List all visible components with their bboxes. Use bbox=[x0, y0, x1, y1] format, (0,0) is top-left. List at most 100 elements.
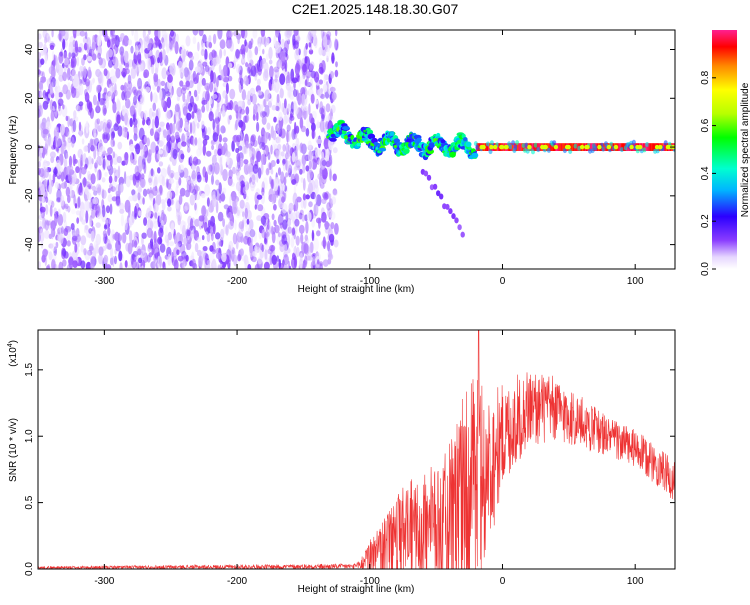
spectrogram-cell bbox=[63, 251, 69, 259]
spectrogram-cell bbox=[260, 215, 267, 225]
spectrogram-cell bbox=[128, 215, 135, 226]
colorbar-tick-label: 0.2 bbox=[700, 214, 711, 228]
spectrogram-cell bbox=[478, 143, 481, 151]
spectrogram-cell bbox=[227, 75, 233, 82]
spectrogram-cell bbox=[286, 130, 289, 143]
spectrogram-cell bbox=[667, 144, 672, 150]
spectrogram-cell bbox=[240, 30, 245, 39]
spectrogram-cell bbox=[218, 195, 222, 204]
spectrogram-cell bbox=[47, 264, 51, 269]
spectrogram-cell bbox=[144, 135, 148, 144]
spectrogram-cell bbox=[296, 196, 302, 203]
spectrogram-cell bbox=[327, 240, 331, 252]
y-tick-label: 0.5 bbox=[24, 495, 35, 509]
spectrogram-cell bbox=[170, 222, 175, 235]
spectrogram-cell bbox=[488, 149, 493, 155]
spectrogram-cell bbox=[623, 143, 625, 151]
spectrogram-cell bbox=[111, 37, 117, 44]
spectrogram-cell bbox=[319, 175, 322, 187]
spectrogram-cell bbox=[457, 224, 462, 231]
spectrogram-cell bbox=[256, 78, 261, 86]
spectrogram-cell bbox=[265, 168, 270, 176]
spectrogram-cells bbox=[38, 30, 675, 269]
spectrogram-cell bbox=[274, 68, 280, 79]
spectrogram-cell bbox=[82, 66, 87, 79]
spectrogram-cell bbox=[222, 218, 226, 228]
spectrogram-cell bbox=[228, 263, 231, 269]
spectrogram-cell bbox=[304, 79, 308, 86]
spectrogram-cell bbox=[296, 246, 300, 257]
spectrogram-cell bbox=[203, 221, 208, 232]
spectrogram-cell bbox=[115, 190, 120, 197]
spectrogram-cell bbox=[334, 38, 339, 51]
spectrogram-cell bbox=[287, 248, 291, 254]
spectrogram-cell bbox=[465, 141, 472, 148]
spectrogram-cell bbox=[310, 241, 314, 253]
spectrogram-cell bbox=[323, 73, 326, 84]
spectrogram-cell bbox=[215, 232, 221, 240]
spectrogram-cell bbox=[199, 145, 202, 155]
spectrogram-cell bbox=[196, 122, 200, 129]
spectrogram-cell bbox=[282, 144, 287, 152]
spectrogram-cell bbox=[129, 105, 136, 115]
spectrogram-cell bbox=[236, 209, 240, 217]
spectrogram-cell bbox=[237, 145, 243, 151]
spectrogram-cell bbox=[281, 234, 288, 245]
spectrogram-cell bbox=[50, 77, 57, 88]
spectrogram-cell bbox=[287, 226, 292, 234]
spectrogram-cell bbox=[134, 213, 138, 220]
spectrogram-cell bbox=[316, 138, 323, 144]
spectrogram-cell bbox=[297, 36, 301, 42]
spectrogram-cell bbox=[99, 146, 106, 152]
x-tick-label: 100 bbox=[627, 276, 644, 287]
spectrogram-cell bbox=[222, 64, 228, 77]
spectrogram-cell bbox=[174, 131, 180, 139]
spectrogram-cell bbox=[175, 111, 180, 123]
spectrogram-cell bbox=[137, 191, 141, 201]
spectrogram-cell bbox=[245, 106, 250, 116]
spectrogram-cell bbox=[129, 117, 133, 128]
spectrogram-cell bbox=[519, 143, 522, 151]
spectrogram-cell bbox=[86, 192, 92, 201]
spectrogram-cell bbox=[57, 98, 64, 107]
spectrogram-cell bbox=[299, 168, 303, 175]
spectrogram-cell bbox=[53, 246, 57, 257]
spectrogram-cell bbox=[166, 238, 170, 247]
spectrogram-cell bbox=[56, 60, 61, 70]
spectrogram-cell bbox=[142, 30, 146, 39]
spectrogram-cell bbox=[271, 254, 277, 265]
spectrogram-cell bbox=[192, 70, 197, 82]
spectrogram-cell bbox=[182, 50, 186, 62]
spectrogram-cell bbox=[87, 142, 91, 154]
spectrogram-cell bbox=[72, 153, 76, 167]
spectrogram-cell bbox=[215, 252, 222, 260]
spectrogram-cell bbox=[515, 140, 520, 146]
spectrogram-cell bbox=[206, 197, 210, 207]
spectrogram-cell bbox=[295, 235, 300, 246]
spectrogram-cell bbox=[89, 46, 92, 58]
spectrogram-cell bbox=[210, 70, 214, 83]
spectrogram-cell bbox=[175, 201, 180, 210]
spectrogram-cell bbox=[134, 165, 140, 177]
spectrogram-cell bbox=[268, 46, 273, 60]
spectrogram-cell bbox=[329, 168, 332, 181]
spectrogram-cell bbox=[84, 185, 89, 195]
spectrogram-cell bbox=[629, 144, 634, 150]
spectrogram-cell bbox=[171, 251, 174, 263]
colorbar-label: Normalized spectral amplitude bbox=[740, 82, 750, 217]
spectrogram-cell bbox=[57, 227, 63, 235]
spectrogram-cell bbox=[212, 118, 216, 131]
spectrogram-cell bbox=[186, 92, 192, 103]
spectrogram-cell bbox=[317, 259, 320, 265]
spectrogram-cell bbox=[274, 41, 281, 54]
spectrogram-cell bbox=[90, 138, 96, 152]
spectrogram-cell bbox=[76, 105, 82, 113]
spectrogram-cell bbox=[263, 131, 268, 144]
spectrogram-cell bbox=[210, 215, 216, 227]
spectrogram-cell bbox=[189, 218, 194, 231]
spectrogram-cell bbox=[148, 192, 153, 201]
spectrogram-cell bbox=[47, 136, 54, 148]
spectrogram-cell bbox=[305, 194, 311, 200]
spectrogram-cell bbox=[190, 178, 194, 187]
spectrogram-cell bbox=[319, 119, 325, 133]
